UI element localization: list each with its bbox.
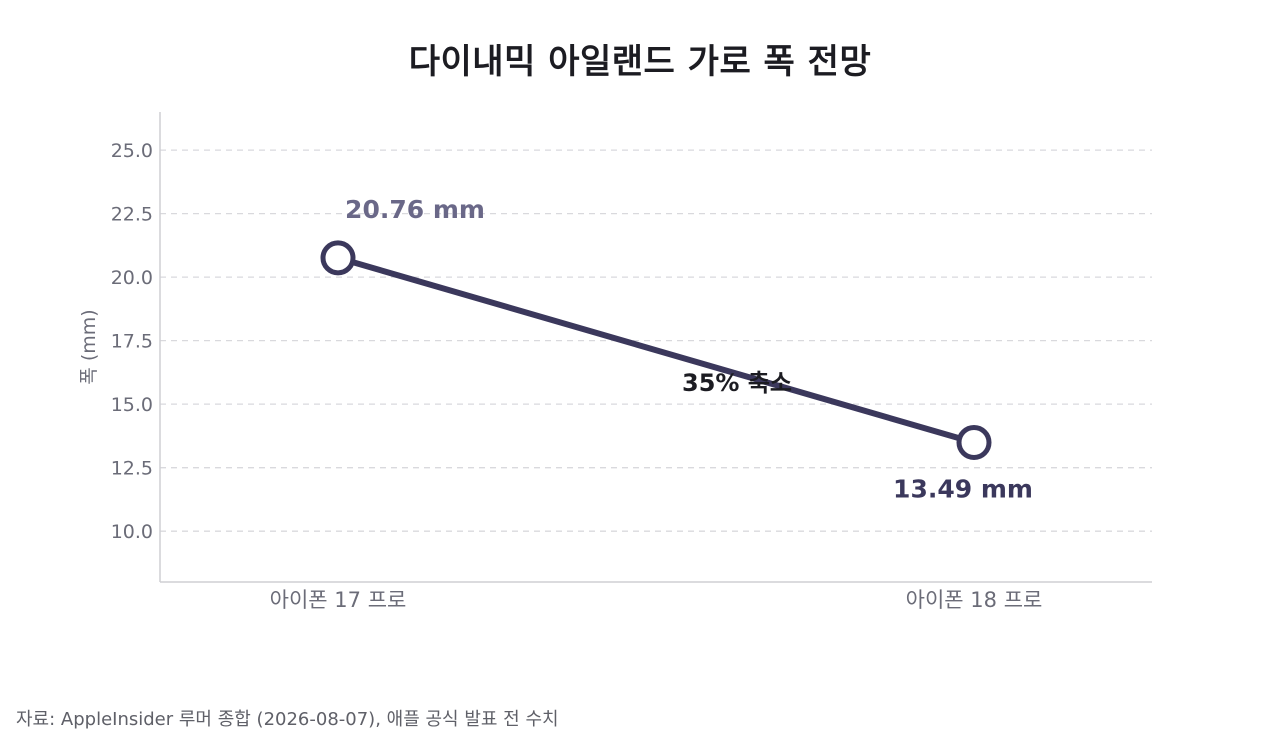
data-point (956, 425, 992, 461)
y-tick-label: 10.0 (111, 521, 153, 543)
series (320, 240, 992, 461)
series-line (335, 254, 977, 446)
x-tick-labels: 아이폰 17 프로 아이폰 18 프로 (270, 588, 1043, 612)
y-tick-label: 12.5 (111, 458, 153, 480)
data-label: 13.49 mm (893, 475, 1033, 504)
y-tick-label: 22.5 (111, 204, 153, 226)
x-tick-label: 아이폰 17 프로 (270, 588, 407, 612)
x-tick-label: 아이폰 18 프로 (906, 588, 1043, 612)
chart-title: 다이내믹 아일랜드 가로 폭 전망 (408, 42, 872, 82)
source-note: 자료: AppleInsider 루머 종합 (2026-08-07), 애플 … (16, 709, 559, 730)
gridlines (160, 149, 1152, 532)
y-tick-label: 15.0 (111, 394, 153, 416)
y-axis-title: 폭 (mm) (78, 309, 100, 384)
data-labels: 20.76 mm 13.49 mm (345, 195, 1033, 504)
data-point (320, 240, 356, 276)
line-chart: 10.012.515.017.520.022.525.0 아이폰 17 프로 아이… (78, 112, 1152, 612)
y-tick-label: 17.5 (111, 331, 153, 353)
y-tick-labels: 10.0 12.5 15.0 17.5 20.0 22.5 25.0 (111, 140, 153, 543)
data-label: 20.76 mm (345, 195, 485, 224)
axes (159, 112, 1152, 583)
y-tick-label: 25.0 (111, 140, 153, 162)
y-tick-label: 20.0 (111, 267, 153, 289)
reduction-annotation: 35% 축소 (682, 369, 792, 397)
